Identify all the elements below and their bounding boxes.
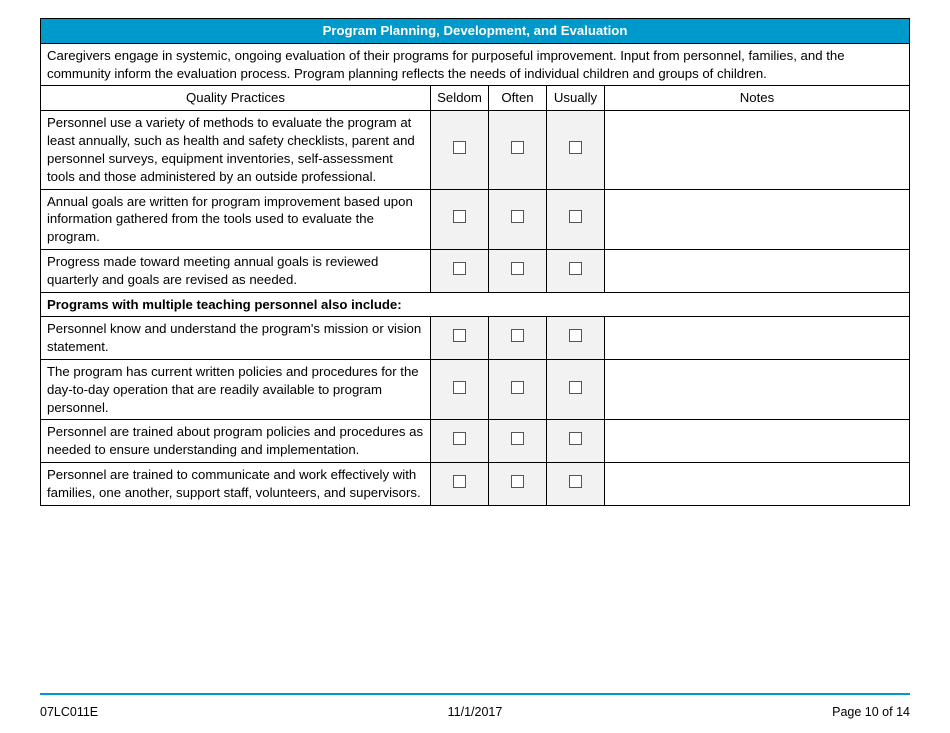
checkbox[interactable] [453,381,466,394]
col-header-seldom: Seldom [431,86,489,111]
practice-text: Progress made toward meeting annual goal… [41,249,431,292]
checkbox[interactable] [511,432,524,445]
checkbox[interactable] [453,210,466,223]
usually-cell [547,360,605,420]
evaluation-table: Program Planning, Development, and Evalu… [40,18,910,506]
checkbox[interactable] [511,381,524,394]
checkbox[interactable] [511,262,524,275]
section-heading-row: Programs with multiple teaching personne… [41,292,910,317]
checkbox[interactable] [453,475,466,488]
notes-cell[interactable] [605,420,910,463]
col-header-notes: Notes [605,86,910,111]
practice-row: Personnel use a variety of methods to ev… [41,111,910,189]
practice-row: The program has current written policies… [41,360,910,420]
intro-text: Caregivers engage in systemic, ongoing e… [41,43,910,86]
usually-cell [547,249,605,292]
seldom-cell [431,420,489,463]
checkbox[interactable] [511,329,524,342]
checkbox[interactable] [453,141,466,154]
seldom-cell [431,360,489,420]
footer-form-id: 07LC011E [40,705,98,719]
often-cell [489,317,547,360]
checkbox[interactable] [453,262,466,275]
often-cell [489,360,547,420]
seldom-cell [431,463,489,506]
intro-row: Caregivers engage in systemic, ongoing e… [41,43,910,86]
table-title-row: Program Planning, Development, and Evalu… [41,19,910,44]
practice-row: Personnel are trained about program poli… [41,420,910,463]
col-header-often: Often [489,86,547,111]
notes-cell[interactable] [605,249,910,292]
seldom-cell [431,189,489,249]
footer-page: Page 10 of 14 [832,705,910,719]
practice-text: Annual goals are written for program imp… [41,189,431,249]
checkbox[interactable] [569,262,582,275]
often-cell [489,189,547,249]
practice-text: Personnel know and understand the progra… [41,317,431,360]
checkbox[interactable] [569,475,582,488]
footer-rule [40,693,910,696]
checkbox[interactable] [569,141,582,154]
seldom-cell [431,249,489,292]
often-cell [489,111,547,189]
usually-cell [547,111,605,189]
checkbox[interactable] [569,432,582,445]
practice-row: Personnel know and understand the progra… [41,317,910,360]
usually-cell [547,189,605,249]
section-heading: Programs with multiple teaching personne… [41,292,910,317]
col-header-usually: Usually [547,86,605,111]
checkbox[interactable] [511,210,524,223]
usually-cell [547,463,605,506]
often-cell [489,463,547,506]
notes-cell[interactable] [605,463,910,506]
practice-row: Annual goals are written for program imp… [41,189,910,249]
often-cell [489,249,547,292]
practice-text: Personnel use a variety of methods to ev… [41,111,431,189]
usually-cell [547,420,605,463]
checkbox[interactable] [511,141,524,154]
seldom-cell [431,111,489,189]
practice-row: Progress made toward meeting annual goal… [41,249,910,292]
usually-cell [547,317,605,360]
notes-cell[interactable] [605,189,910,249]
checkbox[interactable] [569,329,582,342]
notes-cell[interactable] [605,317,910,360]
practice-text: The program has current written policies… [41,360,431,420]
notes-cell[interactable] [605,360,910,420]
column-header-row: Quality Practices Seldom Often Usually N… [41,86,910,111]
page-footer: 11/1/2017 07LC011E Page 10 of 14 [40,705,910,719]
practice-text: Personnel are trained to communicate and… [41,463,431,506]
practice-row: Personnel are trained to communicate and… [41,463,910,506]
checkbox[interactable] [569,381,582,394]
checkbox[interactable] [453,329,466,342]
checkbox[interactable] [511,475,524,488]
notes-cell[interactable] [605,111,910,189]
col-header-practices: Quality Practices [41,86,431,111]
footer-date: 11/1/2017 [40,705,910,719]
table-title: Program Planning, Development, and Evalu… [41,19,910,44]
practice-text: Personnel are trained about program poli… [41,420,431,463]
seldom-cell [431,317,489,360]
checkbox[interactable] [453,432,466,445]
often-cell [489,420,547,463]
checkbox[interactable] [569,210,582,223]
